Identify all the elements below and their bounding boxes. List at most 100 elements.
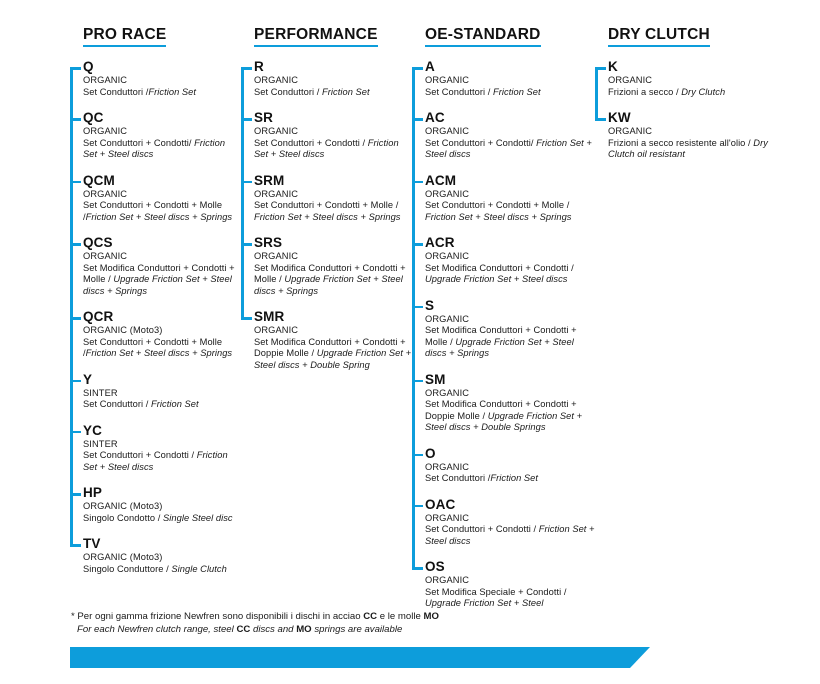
product-material: ORGANIC — [425, 251, 470, 261]
product-code: ACM — [425, 172, 457, 188]
product-description: Set Conduttori + Condotti / Friction Set… — [425, 524, 595, 546]
product-description: Set Modifica Conduttori + Condotti / Upg… — [425, 262, 574, 285]
product-item[interactable]: QCR ORGANIC (Moto3) Set Conduttori + Condo… — [70, 309, 241, 360]
tree-trunk-line — [241, 67, 244, 320]
product-item[interactable]: QC ORGANIC Set Conduttori + Condotti/ Fric… — [70, 110, 241, 161]
product-code: Q — [83, 59, 94, 74]
product-item[interactable]: QCM ORGANIC Set Conduttori + Condotti + Mo… — [70, 173, 241, 224]
category-title-underline — [608, 44, 710, 47]
product-item[interactable]: K ORGANIC Frizioni a secco / Dry Clutch — [595, 59, 795, 98]
tree-branch-line — [70, 379, 81, 382]
tree-branch-line — [70, 430, 81, 433]
product-item[interactable]: QCS ORGANIC Set Modifica Conduttori + Cond… — [70, 235, 241, 297]
product-description: Set Conduttori + Condotti / Friction Set… — [83, 450, 228, 472]
category-column-dry-clutch: DRY CLUTCH K ORGANIC Frizioni a secco / Dry… — [595, 26, 795, 161]
category-title-text: PERFORMANCE — [254, 26, 378, 43]
category-title: PRO RACE — [83, 26, 167, 47]
product-description: Set Modifica Conduttori + Condotti + Mol… — [83, 262, 235, 296]
product-item[interactable]: AC ORGANIC Set Conduttori + Condotti/ Fric… — [412, 110, 595, 161]
product-item[interactable]: SRS ORGANIC Set Modifica Conduttori + Cond… — [241, 235, 412, 297]
footnote-cc-code: CC — [363, 611, 378, 622]
tree-branch-line — [70, 317, 81, 320]
tree-branch-line — [412, 67, 423, 70]
tree-branch-line — [412, 305, 423, 308]
product-item[interactable]: Q ORGANIC Set Conduttori /Friction Set — [70, 59, 241, 98]
category-title-text: PRO RACE — [83, 26, 167, 43]
product-material: ORGANIC — [83, 75, 128, 85]
product-description: Set Conduttori + Condotti + Molle /Frict… — [83, 336, 233, 359]
product-code: OS — [425, 559, 445, 574]
product-description: Frizioni a secco / Dry Clutch — [608, 86, 726, 97]
product-code: QCM — [83, 172, 115, 188]
product-item[interactable]: ACR ORGANIC Set Modifica Conduttori + Cond… — [412, 235, 595, 286]
product-item[interactable]: ACM ORGANIC Set Conduttori + Condotti + Mo… — [412, 173, 595, 224]
product-code: HP — [83, 485, 102, 500]
tree-branch-line — [595, 67, 606, 70]
category-title-underline — [254, 44, 378, 47]
tree-trunk-line — [70, 67, 73, 547]
product-item[interactable]: O ORGANIC Set Conduttori /Friction Set — [412, 446, 595, 485]
product-item[interactable]: A ORGANIC Set Conduttori / Friction Set — [412, 59, 595, 98]
category-title-text: DRY CLUTCH — [608, 26, 710, 43]
tree-branch-line — [241, 317, 252, 320]
product-material: ORGANIC (Moto3) — [83, 501, 163, 511]
tree-branch-line — [241, 118, 252, 121]
footnote-mo-code-en: MO — [296, 624, 312, 635]
product-material: ORGANIC — [83, 126, 128, 136]
product-item[interactable]: TV ORGANIC (Moto3) Singolo Conduttore / Si… — [70, 536, 241, 575]
tree-branch-line — [595, 118, 606, 121]
product-item[interactable]: OS ORGANIC Set Modifica Speciale + Condott… — [412, 559, 595, 610]
product-description: Singolo Condotto / Single Steel disc — [83, 512, 233, 523]
product-code: K — [608, 59, 618, 74]
product-item[interactable]: S ORGANIC Set Modifica Conduttori + Condot… — [412, 298, 595, 360]
product-description: Set Conduttori / Friction Set — [425, 86, 541, 97]
product-material: ORGANIC — [254, 188, 299, 199]
product-code: QC — [83, 110, 104, 125]
product-code: Y — [83, 371, 93, 387]
product-item[interactable]: OAC ORGANIC Set Conduttori + Condotti / Fr… — [412, 497, 595, 548]
product-material: ORGANIC — [83, 188, 128, 199]
product-material: ORGANIC (Moto3) — [83, 325, 163, 335]
product-description: Set Conduttori + Condotti + Molle / Fric… — [425, 200, 572, 222]
product-item[interactable]: Y SINTER Set Conduttori / Friction Set — [70, 372, 241, 411]
product-code: AC — [425, 110, 445, 125]
product-material: ORGANIC — [425, 126, 470, 136]
product-material: ORGANIC — [608, 75, 653, 85]
product-material: SINTER — [83, 387, 118, 398]
tree-branch-line — [412, 567, 423, 570]
category-title-underline — [425, 44, 541, 47]
tree-branch-line — [70, 118, 81, 121]
product-item[interactable]: KW ORGANIC Frizioni a secco resistente all… — [595, 110, 795, 161]
product-item[interactable]: SM ORGANIC Set Modifica Conduttori + Condo… — [412, 372, 595, 434]
product-item[interactable]: YC SINTER Set Conduttori + Condotti / Fric… — [70, 423, 241, 474]
product-code: A — [425, 59, 435, 74]
footnote-line-english: For each Newfren clutch range, steel CC … — [77, 624, 403, 635]
product-description: Set Conduttori + Condotti/ Friction Set … — [425, 137, 592, 160]
product-code: YC — [83, 422, 102, 438]
bottom-accent-bar — [70, 647, 650, 668]
product-description: Set Modifica Conduttori + Condotti + Mol… — [254, 262, 406, 296]
category-title: OE-STANDARD — [425, 26, 541, 47]
category-title: PERFORMANCE — [254, 26, 378, 47]
product-code: SRM — [254, 172, 285, 188]
product-item[interactable]: SR ORGANIC Set Conduttori + Condotti / Fri… — [241, 110, 412, 161]
product-code: ACR — [425, 235, 455, 250]
product-item[interactable]: SRM ORGANIC Set Conduttori + Condotti + Mo… — [241, 173, 412, 224]
product-code: QCS — [83, 235, 113, 250]
product-code: QCR — [83, 309, 114, 324]
category-title-text: OE-STANDARD — [425, 26, 541, 43]
product-material: ORGANIC — [425, 512, 470, 523]
product-material: ORGANIC — [254, 251, 299, 261]
product-list: K ORGANIC Frizioni a secco / Dry Clutch KW O… — [595, 59, 795, 161]
product-item[interactable]: R ORGANIC Set Conduttori / Friction Set — [241, 59, 412, 98]
tree-branch-line — [412, 453, 423, 456]
tree-branch-line — [241, 243, 252, 246]
footnote-cc-code-en: CC — [236, 624, 251, 635]
tree-trunk-line — [412, 67, 415, 570]
product-material: ORGANIC — [425, 75, 470, 85]
product-item[interactable]: SMR ORGANIC Set Modifica Conduttori + Cond… — [241, 309, 412, 371]
product-description: Frizioni a secco resistente all'olio / D… — [608, 137, 768, 160]
product-material: ORGANIC — [83, 251, 128, 261]
tree-branch-line — [412, 504, 423, 507]
product-item[interactable]: HP ORGANIC (Moto3) Singolo Condotto / Sing… — [70, 485, 241, 524]
